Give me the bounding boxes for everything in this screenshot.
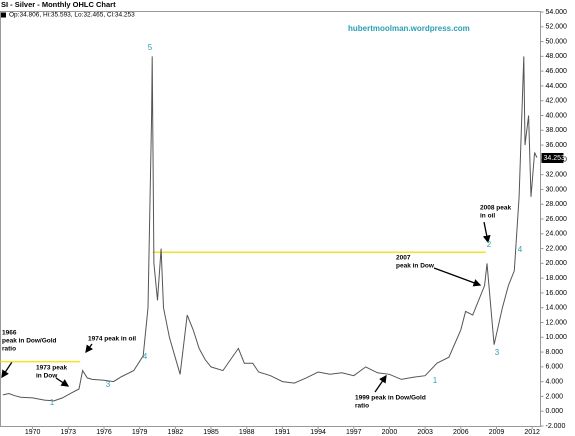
y-tick-label: 38.000: [546, 127, 568, 134]
y-tick-label: 16.000: [546, 290, 568, 297]
wave-label: 1: [50, 398, 55, 407]
plot-frame: [0, 11, 541, 427]
arrow: [433, 267, 482, 287]
x-tick-label: 2009: [489, 429, 505, 436]
legend-swatch: [1, 12, 6, 18]
x-tick-label: 2003: [417, 429, 433, 436]
annotation: 1973 peak: [36, 365, 67, 372]
y-tick-label: 4.000: [546, 378, 564, 385]
y-tick-label: 54.000: [546, 9, 568, 16]
x-tick-label: 1970: [25, 429, 41, 436]
y-tick-label: 46.000: [546, 68, 568, 75]
y-tick-label: 28.000: [546, 201, 568, 208]
y-tick-label: 26.000: [546, 216, 568, 223]
annotation: in oil: [480, 213, 495, 220]
arrows: [1, 221, 491, 393]
x-tick-label: 1982: [168, 429, 184, 436]
arrow: [482, 221, 491, 244]
last-price-label: 34.253: [544, 155, 566, 162]
wave-label: 2: [487, 240, 492, 249]
y-tick-label: 30.000: [546, 186, 568, 193]
wave-label: 1: [433, 376, 438, 385]
y-tick-label: 24.000: [546, 231, 568, 238]
y-tick-label: 32.000: [546, 171, 568, 178]
x-tick-label: 2012: [524, 429, 540, 436]
y-tick-label: 14.000: [546, 305, 568, 312]
x-tick-label: 1991: [275, 429, 291, 436]
y-tick-label: 44.000: [546, 83, 568, 90]
annotation: 2007: [396, 255, 411, 262]
y-tick-label: 10.000: [546, 334, 568, 341]
x-tick-label: 1985: [203, 429, 219, 436]
wave-label: 3: [106, 380, 111, 389]
arrow: [1, 361, 13, 379]
x-tick-label: 2006: [453, 429, 469, 436]
price-line: [2, 56, 538, 402]
annotation: 1966: [2, 330, 17, 337]
x-tick-label: 1988: [239, 429, 255, 436]
y-tick-label: 0.000: [546, 408, 564, 415]
wave-label: 4: [518, 245, 523, 254]
x-tick-label: 1976: [96, 429, 112, 436]
y-tick-label: 50.000: [546, 38, 568, 45]
x-tick-label: 1973: [61, 429, 77, 436]
y-tick-label: 2.000: [546, 393, 564, 400]
chart-subtitle: Op:34.806, Hi:35.593, Lo:32.465, Cl:34.2…: [9, 12, 135, 19]
arrow: [374, 374, 387, 393]
annotation: in Dow: [36, 373, 58, 380]
arrow: [55, 377, 70, 387]
x-tick-label: 2000: [382, 429, 398, 436]
annotation: 1999 peak in Dow/Gold: [355, 395, 426, 402]
y-tick-label: 48.000: [546, 53, 568, 60]
y-tick-label: -2.000: [546, 423, 566, 430]
watermark: hubertmoolman.wordpress.com: [348, 24, 470, 33]
x-tick-label: 1994: [310, 429, 326, 436]
annotation: 1974 peak in oil: [88, 336, 136, 343]
y-tick-label: 6.000: [546, 364, 564, 371]
chart-title: SI - Silver - Monthly OHLC Chart: [1, 0, 116, 9]
annotation: 2008 peak: [480, 205, 511, 212]
x-tick-label: 1979: [132, 429, 148, 436]
wave-label: 5: [148, 43, 153, 52]
y-tick-label: 18.000: [546, 275, 568, 282]
annotation: peak in Dow/Gold: [2, 338, 57, 345]
annotation: ratio: [2, 346, 16, 353]
wave-label: 4: [143, 352, 148, 361]
y-tick-label: 42.000: [546, 98, 568, 105]
y-tick-label: 52.000: [546, 24, 568, 31]
last-price-box: [541, 152, 564, 163]
y-tick-label: 22.000: [546, 245, 568, 252]
wave-label: 3: [495, 348, 500, 357]
annotation: peak in Dow: [396, 263, 435, 270]
y-tick-label: 36.000: [546, 142, 568, 149]
y-tick-label: 8.000: [546, 349, 564, 356]
y-tick-label: 20.000: [546, 260, 568, 267]
y-tick-label: 40.000: [546, 112, 568, 119]
annotation: ratio: [355, 403, 369, 410]
arrow: [85, 343, 94, 354]
x-tick-label: 1997: [346, 429, 362, 436]
y-tick-label: 12.000: [546, 319, 568, 326]
